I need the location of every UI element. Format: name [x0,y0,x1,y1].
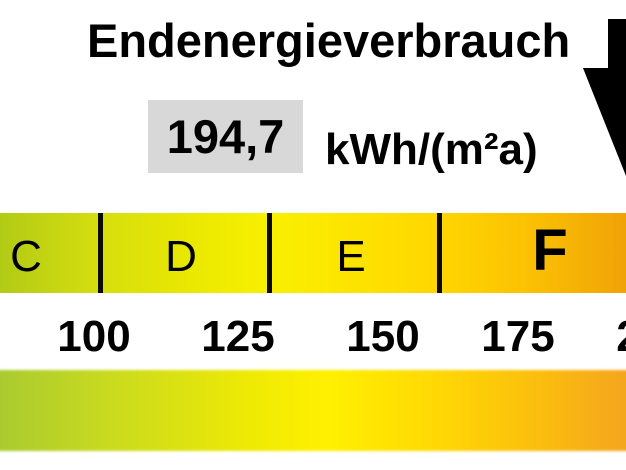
section-title: Endenergieverbrauch [87,14,571,67]
class-label-e: E [336,232,366,281]
scale-tick-125: 125 [201,312,275,361]
class-divider [437,213,442,293]
energy-unit: kWh/(m²a) [325,125,538,174]
value-box: 194,7 [148,100,303,173]
scale-tick-100: 100 [57,312,131,361]
scale-tick-200: 200 [616,315,626,359]
lower-gradient-band [0,370,626,451]
class-label-d: D [165,232,197,281]
class-divider [267,213,272,293]
energy-value: 194,7 [166,110,285,163]
scale-tick-175: 175 [481,312,555,361]
class-divider [98,213,103,293]
class-label-f-current: F [532,218,568,283]
scale-tick-150: 150 [346,312,420,361]
class-label-c: C [10,232,42,281]
efficiency-class-band [0,213,626,293]
